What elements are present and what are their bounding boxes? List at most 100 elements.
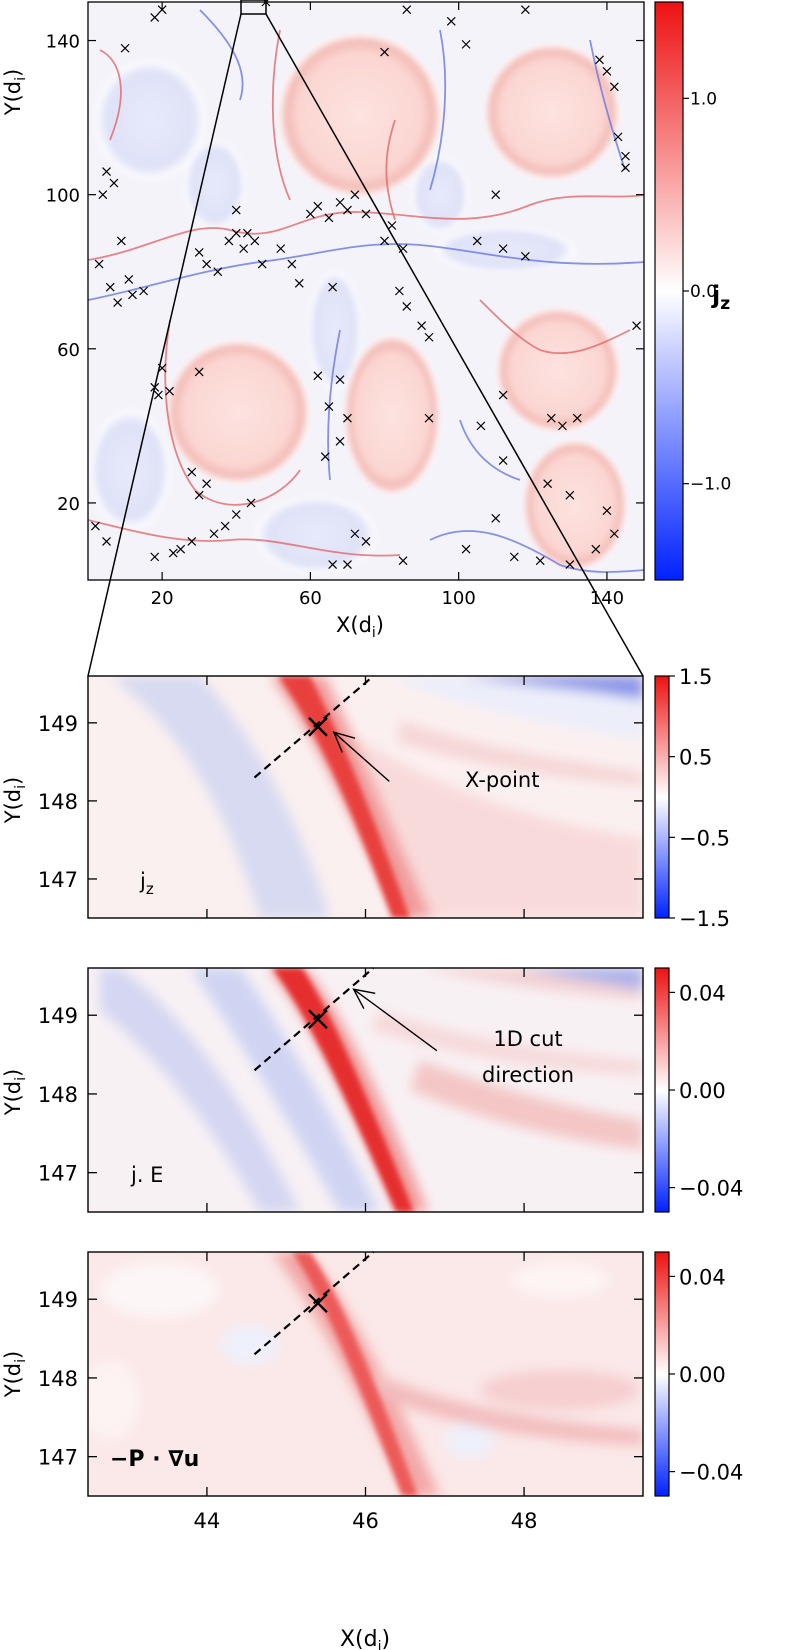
- x-point-marker: [380, 47, 389, 57]
- magnetic-island: [90, 410, 170, 530]
- x-point-marker: [491, 190, 501, 200]
- x-point-marker: [187, 537, 197, 546]
- x-point-marker: [361, 537, 371, 546]
- x-point-marker: [387, 221, 397, 230]
- x-point-marker: [591, 544, 601, 554]
- x-point-marker: [139, 286, 149, 296]
- x-point-marker: [328, 282, 338, 292]
- cut-line: [253, 1251, 375, 1356]
- current-sheet-core: [272, 968, 414, 1212]
- x-point-marker: [572, 413, 582, 423]
- x-point-marker: [361, 209, 371, 219]
- x-point-marker: [324, 402, 334, 412]
- current-sheet-core: [278, 676, 410, 918]
- x-point-marker: [424, 332, 434, 342]
- field-blue-band: [520, 968, 643, 990]
- x-point-marker: [202, 259, 212, 269]
- x-point-marker: [491, 513, 501, 523]
- magnetic-island: [412, 157, 468, 233]
- overview-x-ticks: 20 60 100 140: [151, 2, 624, 609]
- x-tick-label: 100: [441, 588, 475, 609]
- colorbar-tick-label: 0.5: [679, 746, 712, 770]
- x-point-markers: [90, 0, 642, 570]
- colorbar-tick-label: −1.5: [679, 907, 730, 931]
- y-tick-label: 147: [38, 868, 78, 892]
- jz-y-axis-label: Y(di): [1, 777, 29, 824]
- noise-patch: [510, 1262, 610, 1298]
- jE-colorbar: [654, 967, 670, 1213]
- field-red-band: [398, 720, 643, 786]
- x-point-marker: [150, 552, 160, 562]
- magnetic-island: [166, 340, 310, 484]
- x-point-marker: [609, 82, 619, 92]
- cut-direction-arrow: [353, 988, 438, 1052]
- cut-direction-arrowhead: [352, 988, 376, 1010]
- x-point-cross: [308, 716, 328, 737]
- x-point-marker: [102, 167, 111, 176]
- magnetic-island: [496, 308, 620, 432]
- x-point-marker: [335, 375, 345, 385]
- PiD-y-ticks: 147 148 149: [38, 1288, 643, 1470]
- x-tick-label: 46: [352, 1509, 379, 1533]
- x-point-marker: [276, 244, 286, 254]
- x-point-marker: [343, 560, 352, 570]
- overview-colorbar-label: jz: [711, 281, 730, 314]
- PiD-zoom-panel: −P · ∇u 147 148 149 44 46 48 Y(di) X(di) 0.0…: [1, 1251, 743, 1650]
- magnetic-island: [484, 44, 620, 180]
- jz-zoom-panel: X-point jz 147 148 149 Y(di) 1.5 0.5 −0.5 −1.…: [1, 665, 730, 931]
- x-point-marker: [109, 178, 119, 188]
- jz-colorbar: [654, 675, 670, 919]
- x-point-marker: [602, 66, 612, 76]
- x-point-marker: [343, 413, 352, 423]
- colorbar-tick-label: 0.04: [679, 1265, 726, 1289]
- overview-panel: 20 60 100 140 20 60 100 140 X(di) Y(di) 1.0 0.0…: [1, 0, 731, 677]
- colorbar-tick-label: −1.0: [690, 475, 731, 495]
- x-point-marker: [120, 43, 130, 53]
- x-point-marker: [231, 228, 241, 238]
- x-point-marker: [350, 190, 360, 200]
- x-point-marker: [90, 521, 100, 531]
- noise-patch: [88, 1360, 140, 1440]
- x-point-marker: [213, 267, 223, 277]
- x-point-marker: [308, 716, 328, 737]
- x-point-marker: [220, 521, 230, 531]
- y-tick-label: 60: [57, 340, 80, 361]
- magnetic-island: [278, 33, 442, 197]
- y-tick-label: 140: [46, 32, 80, 53]
- x-point-marker: [202, 479, 212, 489]
- jE-x-ticks: [206, 968, 525, 1212]
- magnetic-island: [309, 270, 361, 390]
- x-point-marker: [305, 209, 315, 219]
- y-tick-label: 148: [38, 1083, 78, 1107]
- colorbar-tick-label: −0.5: [679, 826, 730, 850]
- zoom-connector-right: [265, 13, 644, 677]
- y-tick-label: 20: [57, 494, 80, 515]
- x-point-marker: [124, 275, 134, 284]
- x-point-marker: [520, 5, 530, 15]
- x-point-marker: [242, 228, 252, 238]
- x-point-marker: [350, 529, 360, 539]
- x-point-marker: [543, 479, 553, 489]
- x-point-marker: [498, 390, 508, 400]
- x-point-marker: [250, 236, 260, 246]
- x-point-marker: [565, 560, 575, 570]
- jE-y-ticks: 147 148 149: [38, 1004, 643, 1186]
- x-point-marker: [224, 236, 234, 246]
- x-point-marker: [595, 55, 604, 65]
- PiD-y-axis-label: Y(di): [1, 1351, 29, 1398]
- x-point-marker: [328, 560, 338, 570]
- x-point-marker: [320, 452, 330, 462]
- overview-y-axis-label: Y(di): [1, 69, 29, 116]
- x-point-marker: [324, 213, 334, 223]
- colorbar-tick-label: 1.0: [690, 89, 717, 109]
- y-tick-label: 147: [38, 1446, 78, 1470]
- x-point-marker: [535, 556, 545, 566]
- x-point-marker: [402, 301, 412, 311]
- x-point-marker: [194, 367, 204, 377]
- x-point-marker: [498, 244, 508, 254]
- y-tick-label: 149: [38, 712, 78, 736]
- x-point-marker: [621, 163, 630, 173]
- magnetic-island: [95, 60, 205, 180]
- x-point-marker: [461, 39, 471, 49]
